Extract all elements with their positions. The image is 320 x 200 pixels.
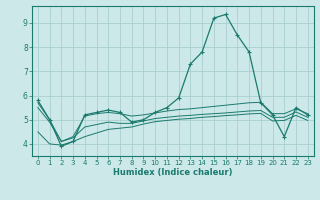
X-axis label: Humidex (Indice chaleur): Humidex (Indice chaleur): [113, 168, 233, 177]
